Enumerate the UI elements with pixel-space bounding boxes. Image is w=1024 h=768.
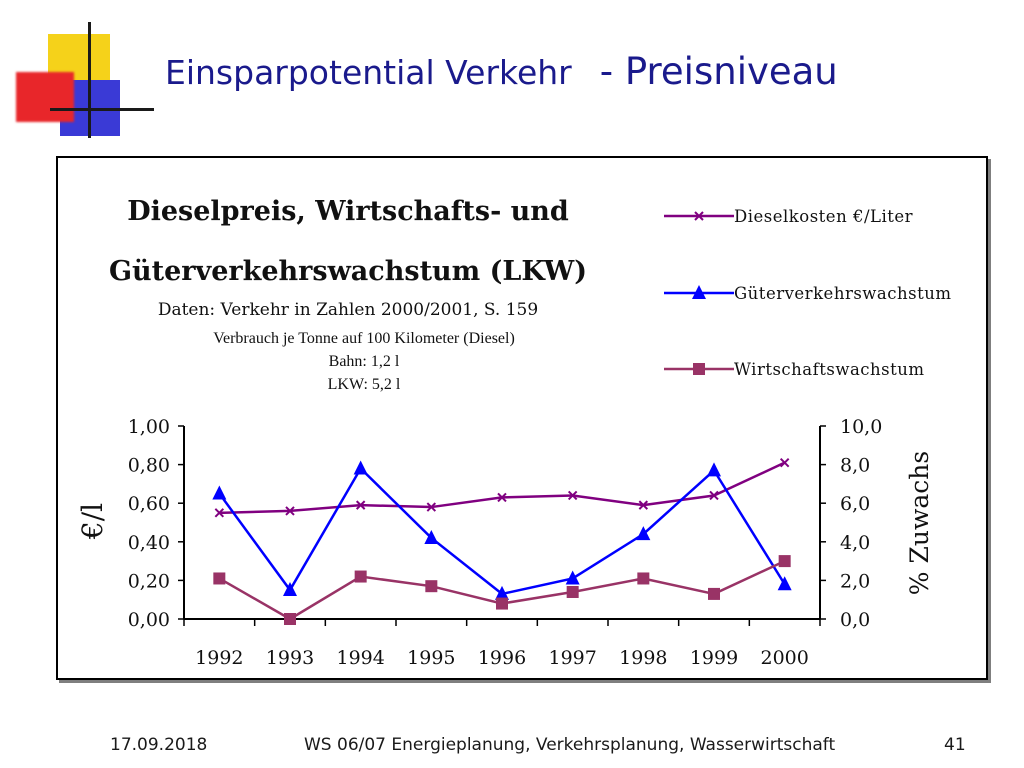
y-left-tick-label: 0,40 bbox=[128, 532, 170, 554]
y-right-tick-label: 10,0 bbox=[840, 416, 882, 438]
data-point-x bbox=[497, 492, 507, 503]
plot-area: 0,00 0,20 0,40 0,60 0,80 1,00 0,0 2,0 4,0 6,0 8,0 1… bbox=[128, 416, 883, 669]
deco-vertical-line bbox=[88, 22, 91, 138]
data-point-triangle bbox=[707, 462, 721, 477]
data-point-x bbox=[285, 506, 295, 516]
x-tick-label: 1995 bbox=[407, 647, 455, 669]
y-right-tick-label: 6,0 bbox=[840, 493, 870, 515]
footer-course: WS 06/07 Energieplanung, Verkehrsplanung… bbox=[304, 735, 836, 755]
data-point-square bbox=[708, 587, 720, 600]
series-line-triangle bbox=[218, 466, 786, 596]
slide-title-main: Einsparpotential Verkehr bbox=[165, 53, 572, 92]
footer-date: 17.09.2018 bbox=[110, 735, 208, 755]
chart-subtitle: Daten: Verkehr in Zahlen 2000/2001, S. 1… bbox=[158, 300, 538, 320]
y-left-tick-label: 0,20 bbox=[128, 570, 170, 592]
data-point-x bbox=[779, 457, 790, 468]
y-right-tick-label: 2,0 bbox=[840, 570, 870, 592]
x-tick-label: 1992 bbox=[195, 647, 243, 669]
y-right-tick-label: 0,0 bbox=[840, 609, 870, 631]
data-point-square bbox=[496, 597, 508, 610]
data-point-triangle bbox=[353, 460, 368, 475]
y-right-tick-label: 4,0 bbox=[840, 532, 870, 554]
data-point-square bbox=[637, 572, 650, 585]
x-tick-label: 1998 bbox=[619, 647, 667, 669]
data-point-x bbox=[638, 500, 649, 510]
data-point-square bbox=[778, 555, 791, 568]
series-line-x bbox=[219, 461, 786, 515]
x-tick-label: 1993 bbox=[266, 647, 314, 669]
data-point-x bbox=[567, 490, 578, 501]
legend-marker-x bbox=[694, 211, 704, 221]
x-tick-label: 1994 bbox=[336, 647, 384, 669]
chart-annotation-line1: Verbrauch je Tonne auf 100 Kilometer (Di… bbox=[213, 330, 515, 347]
data-point-x bbox=[214, 508, 225, 518]
chart-title-line1: Dieselpreis, Wirtschafts- und bbox=[127, 196, 569, 227]
y-left-tick-label: 0,60 bbox=[128, 493, 170, 515]
data-point-square bbox=[425, 580, 438, 593]
legend-label: Dieselkosten €/Liter bbox=[734, 207, 913, 226]
chart-title-line2: Güterverkehrswachstum (LKW) bbox=[109, 256, 587, 287]
data-point-triangle bbox=[495, 585, 509, 600]
y-left-tick-label: 0,00 bbox=[128, 609, 170, 631]
chart-annotation-line3: LKW: 5,2 l bbox=[328, 376, 401, 393]
data-point-square bbox=[566, 585, 579, 598]
data-point-x bbox=[355, 500, 366, 510]
data-point-x bbox=[426, 502, 437, 512]
y-left-tick-label: 0,80 bbox=[128, 455, 170, 477]
data-point-triangle bbox=[636, 526, 651, 541]
legend-marker-square bbox=[693, 363, 705, 375]
legend-label: Güterverkehrswachstum bbox=[734, 284, 952, 303]
chart-frame: Dieselpreis, Wirtschafts- und Güterverke… bbox=[56, 156, 988, 680]
x-tick-label: 1999 bbox=[690, 647, 738, 669]
legend-label: Wirtschaftswachstum bbox=[734, 360, 925, 379]
data-point-square bbox=[284, 613, 296, 625]
data-point-triangle bbox=[424, 529, 439, 544]
chart-annotation-line2: Bahn: 1,2 l bbox=[329, 353, 400, 370]
x-tick-label: 2000 bbox=[760, 647, 808, 669]
x-tick-label: 1996 bbox=[478, 647, 526, 669]
data-point-square bbox=[213, 572, 226, 585]
y-axis-left-label: €/l bbox=[76, 503, 109, 540]
data-point-triangle bbox=[565, 570, 580, 585]
legend-marker-triangle bbox=[692, 285, 706, 299]
deco-horizontal-line bbox=[50, 108, 154, 111]
chart-legend: Dieselkosten €/Liter Güterverkehrswachstu… bbox=[664, 207, 952, 379]
y-axis-right-label: % Zuwachs bbox=[905, 451, 934, 595]
x-tick-label: 1997 bbox=[548, 647, 596, 669]
slide-title-suffix: - Preisniveau bbox=[599, 50, 838, 93]
data-point-triangle bbox=[212, 485, 227, 500]
slide-title: Einsparpotential Verkehr - Preisniveau bbox=[165, 50, 838, 93]
y-right-tick-label: 8,0 bbox=[840, 455, 870, 477]
deco-red-square bbox=[16, 72, 74, 122]
chart: Dieselpreis, Wirtschafts- und Güterverke… bbox=[76, 196, 952, 669]
footer-page-number: 41 bbox=[944, 735, 966, 755]
y-left-tick-label: 1,00 bbox=[128, 416, 170, 438]
data-point-triangle bbox=[283, 582, 297, 597]
data-point-square bbox=[354, 570, 367, 583]
data-point-x bbox=[709, 490, 719, 501]
data-point-triangle bbox=[777, 576, 792, 591]
